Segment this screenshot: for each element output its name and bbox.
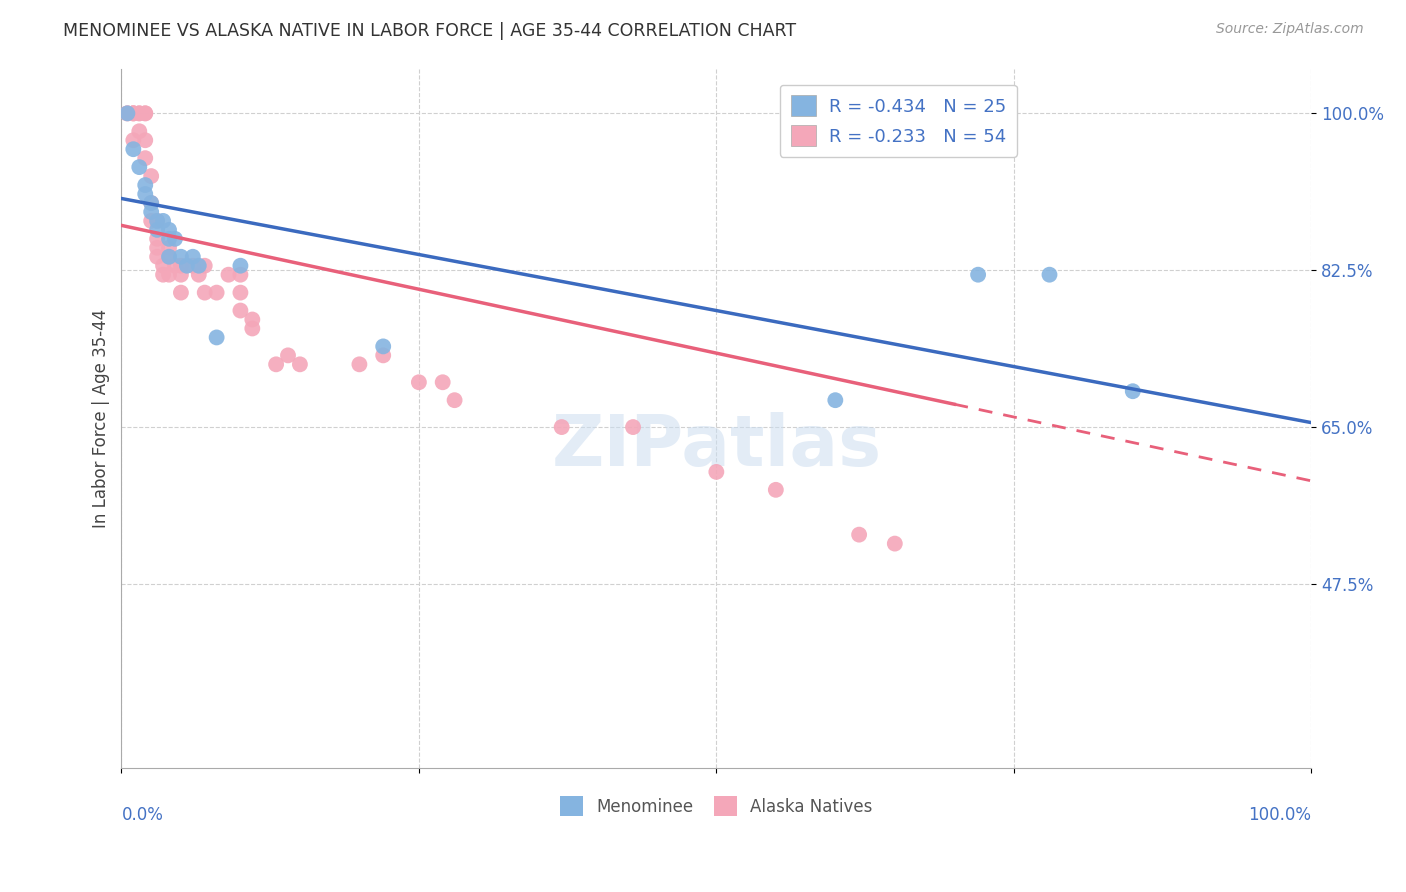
- Point: [181, 259, 204, 273]
- Point: [157, 241, 180, 255]
- Point: [883, 536, 905, 550]
- Point: [373, 339, 395, 353]
- Point: [152, 268, 174, 282]
- Y-axis label: In Labor Force | Age 35-44: In Labor Force | Age 35-44: [93, 309, 110, 528]
- Point: [170, 250, 193, 264]
- Point: [288, 357, 311, 371]
- Point: [146, 214, 169, 228]
- Point: [157, 223, 180, 237]
- Point: [141, 169, 163, 183]
- Point: [1038, 268, 1060, 282]
- Point: [152, 214, 174, 228]
- Point: [349, 357, 371, 371]
- Text: ZIPatlas: ZIPatlas: [551, 411, 882, 481]
- Point: [432, 376, 454, 390]
- Point: [152, 259, 174, 273]
- Point: [128, 124, 150, 138]
- Point: [765, 483, 787, 497]
- Point: [141, 196, 163, 211]
- Point: [146, 232, 169, 246]
- Point: [229, 303, 252, 318]
- Point: [218, 268, 240, 282]
- Point: [264, 357, 287, 371]
- Point: [277, 348, 299, 362]
- Point: [157, 232, 180, 246]
- Point: [141, 196, 163, 211]
- Point: [170, 259, 193, 273]
- Legend: Menominee, Alaska Natives: Menominee, Alaska Natives: [554, 789, 879, 822]
- Point: [967, 268, 990, 282]
- Point: [134, 187, 156, 202]
- Point: [229, 259, 252, 273]
- Point: [443, 393, 465, 408]
- Point: [170, 285, 193, 300]
- Point: [205, 285, 228, 300]
- Point: [163, 259, 186, 273]
- Point: [229, 268, 252, 282]
- Point: [146, 250, 169, 264]
- Point: [117, 106, 139, 120]
- Point: [187, 259, 209, 273]
- Point: [134, 151, 156, 165]
- Point: [146, 214, 169, 228]
- Point: [122, 106, 145, 120]
- Point: [240, 312, 263, 326]
- Point: [134, 178, 156, 192]
- Point: [157, 268, 180, 282]
- Point: [134, 133, 156, 147]
- Point: [163, 232, 186, 246]
- Point: [141, 214, 163, 228]
- Point: [122, 133, 145, 147]
- Point: [122, 106, 145, 120]
- Point: [134, 106, 156, 120]
- Point: [181, 250, 204, 264]
- Point: [205, 330, 228, 344]
- Point: [373, 348, 395, 362]
- Point: [621, 420, 644, 434]
- Point: [117, 106, 139, 120]
- Point: [128, 106, 150, 120]
- Point: [229, 285, 252, 300]
- Point: [141, 205, 163, 219]
- Point: [187, 268, 209, 282]
- Text: 0.0%: 0.0%: [121, 806, 163, 824]
- Point: [1122, 384, 1144, 399]
- Point: [128, 106, 150, 120]
- Point: [240, 321, 263, 335]
- Text: 100.0%: 100.0%: [1249, 806, 1312, 824]
- Point: [550, 420, 572, 434]
- Point: [134, 106, 156, 120]
- Point: [128, 160, 150, 174]
- Point: [408, 376, 430, 390]
- Text: Source: ZipAtlas.com: Source: ZipAtlas.com: [1216, 22, 1364, 37]
- Point: [117, 106, 139, 120]
- Point: [704, 465, 727, 479]
- Text: MENOMINEE VS ALASKA NATIVE IN LABOR FORCE | AGE 35-44 CORRELATION CHART: MENOMINEE VS ALASKA NATIVE IN LABOR FORC…: [63, 22, 796, 40]
- Point: [170, 268, 193, 282]
- Point: [157, 250, 180, 264]
- Point: [176, 259, 198, 273]
- Point: [824, 393, 846, 408]
- Point: [146, 223, 169, 237]
- Point: [848, 527, 870, 541]
- Point: [157, 250, 180, 264]
- Point: [122, 106, 145, 120]
- Point: [122, 142, 145, 156]
- Point: [146, 241, 169, 255]
- Point: [194, 259, 217, 273]
- Point: [194, 285, 217, 300]
